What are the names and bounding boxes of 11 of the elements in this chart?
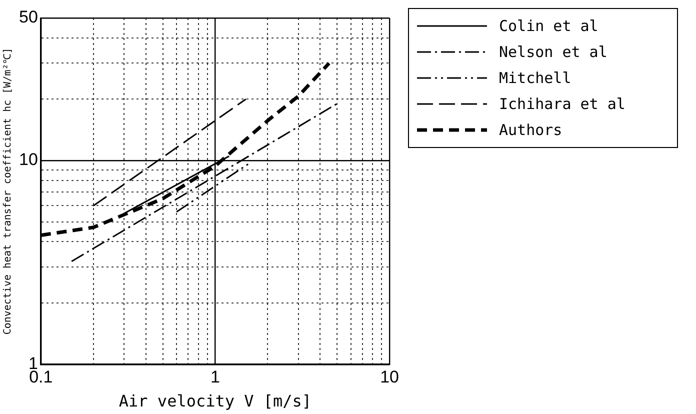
- legend-label: Ichihara et al: [499, 95, 626, 113]
- legend-label: Authors: [499, 121, 562, 139]
- legend-label: Mitchell: [499, 69, 572, 87]
- y-tick-label: 50: [18, 8, 38, 27]
- legend-label: Colin et al: [499, 17, 598, 35]
- x-axis-title: Air velocity V [m/s]: [118, 392, 312, 411]
- y-axis-title: Convective heat transfer coefficient hc [W/m²℃]: [2, 48, 14, 335]
- y-tick-label: 10: [18, 150, 38, 170]
- x-tick-label: 1: [210, 367, 220, 386]
- legend-label: Nelson et al: [499, 43, 608, 61]
- x-tick-label: 10: [380, 367, 400, 386]
